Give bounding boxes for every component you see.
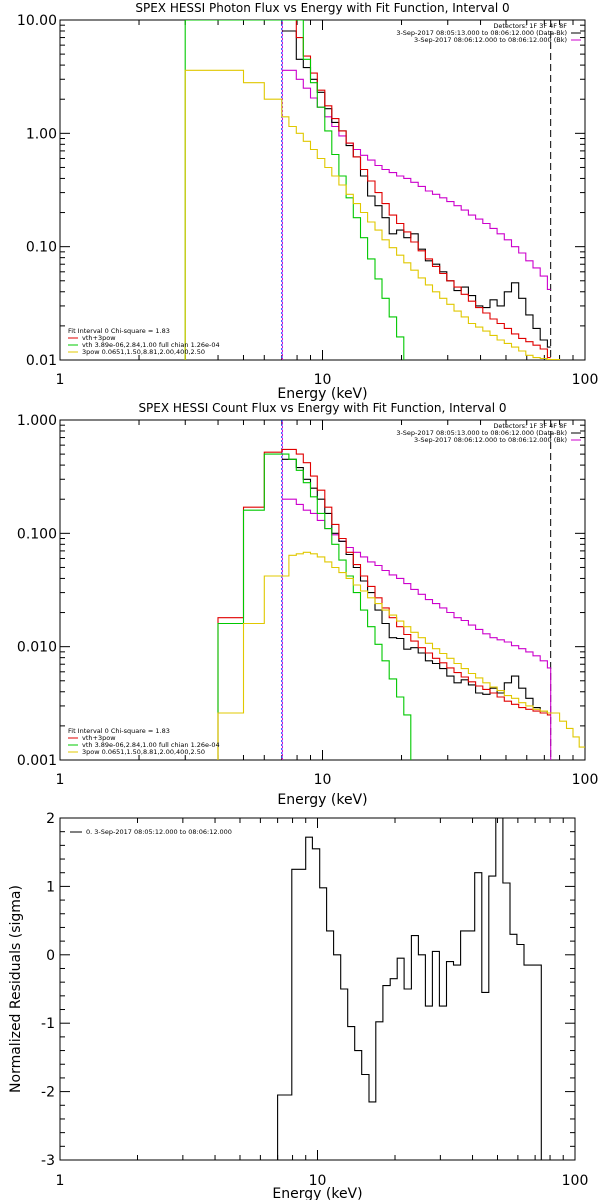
legend-text: 3-Sep-2017 08:06:12.000 to 08:06:12.000 … <box>414 36 567 44</box>
y-tick-label: 0.01 <box>26 353 57 369</box>
y-tick-label: 1.00 <box>26 126 57 142</box>
x-axis-label: Energy (keV) <box>272 1186 362 1200</box>
plot-frame <box>59 19 586 361</box>
legend-text: 3-Sep-2017 08:05:13.000 to 08:06:12.000 … <box>396 29 567 37</box>
x-axis-label: Energy (keV) <box>277 792 367 808</box>
x-axis-label: Energy (keV) <box>277 386 367 402</box>
x-tick-label: 1 <box>56 772 65 788</box>
x-tick-label: 100 <box>572 372 599 388</box>
series-line-1 <box>281 498 552 760</box>
chart-panel-1: SPEX HESSI Photon Flux vs Energy with Fi… <box>17 1 598 402</box>
y-tick-label: 1 <box>46 879 55 895</box>
legend-text: Fit Interval 0 Chi-square = 1.83 <box>68 727 170 735</box>
chart-title: SPEX HESSI Count Flux vs Energy with Fit… <box>138 401 506 415</box>
y-tick-label: 2 <box>46 811 55 827</box>
series-line-5 <box>184 69 561 360</box>
series-line-5 <box>217 551 585 760</box>
y-tick-label: 0.010 <box>17 640 57 656</box>
y-tick-label: 10.00 <box>17 13 57 29</box>
x-tick-label: 100 <box>562 1173 589 1189</box>
legend-text: vth+3pow <box>82 334 116 342</box>
x-tick-label: 10 <box>314 772 332 788</box>
series-line-3 <box>281 20 551 359</box>
plot-frame <box>59 817 576 1161</box>
series-line-4 <box>217 453 412 760</box>
y-tick-label: 0 <box>46 948 55 964</box>
y-tick-label: 0.001 <box>17 753 57 769</box>
series-line-2 <box>281 458 551 714</box>
legend-text: Detectors: 1F 3F 4F 8F <box>493 422 567 430</box>
series-group <box>184 20 561 360</box>
legend-text: vth+3pow <box>82 734 116 742</box>
legend-text: Detectors: 1F 3F 4F 8F <box>493 22 567 30</box>
y-axis-label: Normalized Residuals (sigma) <box>8 885 24 1093</box>
series-group <box>217 420 585 760</box>
x-tick-label: 1 <box>56 372 65 388</box>
x-tick-label: 100 <box>572 772 599 788</box>
series-line-1 <box>281 69 551 290</box>
chart-title: SPEX HESSI Photon Flux vs Energy with Fi… <box>135 1 509 15</box>
x-tick-label: 10 <box>314 372 332 388</box>
y-tick-label: -2 <box>41 1085 55 1101</box>
y-tick-label: -1 <box>41 1016 55 1032</box>
chart-panel-2: SPEX HESSI Count Flux vs Energy with Fit… <box>17 401 598 808</box>
series-line-1 <box>277 818 542 1160</box>
legend-text: 0. 3-Sep-2017 08:05:12.000 to 08:06:12.0… <box>86 828 232 836</box>
legend-text: 3pow 0.0651,1.50,8.81,2.00,400,2.50 <box>82 348 205 356</box>
series-group <box>277 818 542 1160</box>
legend-text: 3-Sep-2017 08:05:13.000 to 08:06:12.000 … <box>396 429 567 437</box>
legend-text: 3-Sep-2017 08:06:12.000 to 08:06:12.000 … <box>414 436 567 444</box>
y-tick-label: 0.100 <box>17 526 57 542</box>
plot-frame <box>59 419 586 761</box>
legend-text: 3pow 0.0651,1.50,8.81,2.00,400,2.50 <box>82 748 205 756</box>
chart-panel-3: 1 10 100 -3 -2 -1 0 1 2 Energy (keV) Normalized Re… <box>8 811 588 1200</box>
series-line-3 <box>217 448 551 760</box>
series-line-2 <box>281 30 551 348</box>
legend-text: Fit Interval 0 Chi-square = 1.83 <box>68 327 170 335</box>
y-tick-label: 1.000 <box>17 413 57 429</box>
legend-text: vth 3.89e-06,2.84,1.00 full chian 1.26e-… <box>82 741 220 749</box>
y-tick-label: -3 <box>41 1153 55 1169</box>
x-tick-label: 10 <box>309 1173 327 1189</box>
y-tick-label: 0.10 <box>26 240 57 256</box>
series-line-4 <box>184 20 405 360</box>
legend-text: vth 3.89e-06,2.84,1.00 full chian 1.26e-… <box>82 341 220 349</box>
x-tick-label: 1 <box>56 1173 65 1189</box>
